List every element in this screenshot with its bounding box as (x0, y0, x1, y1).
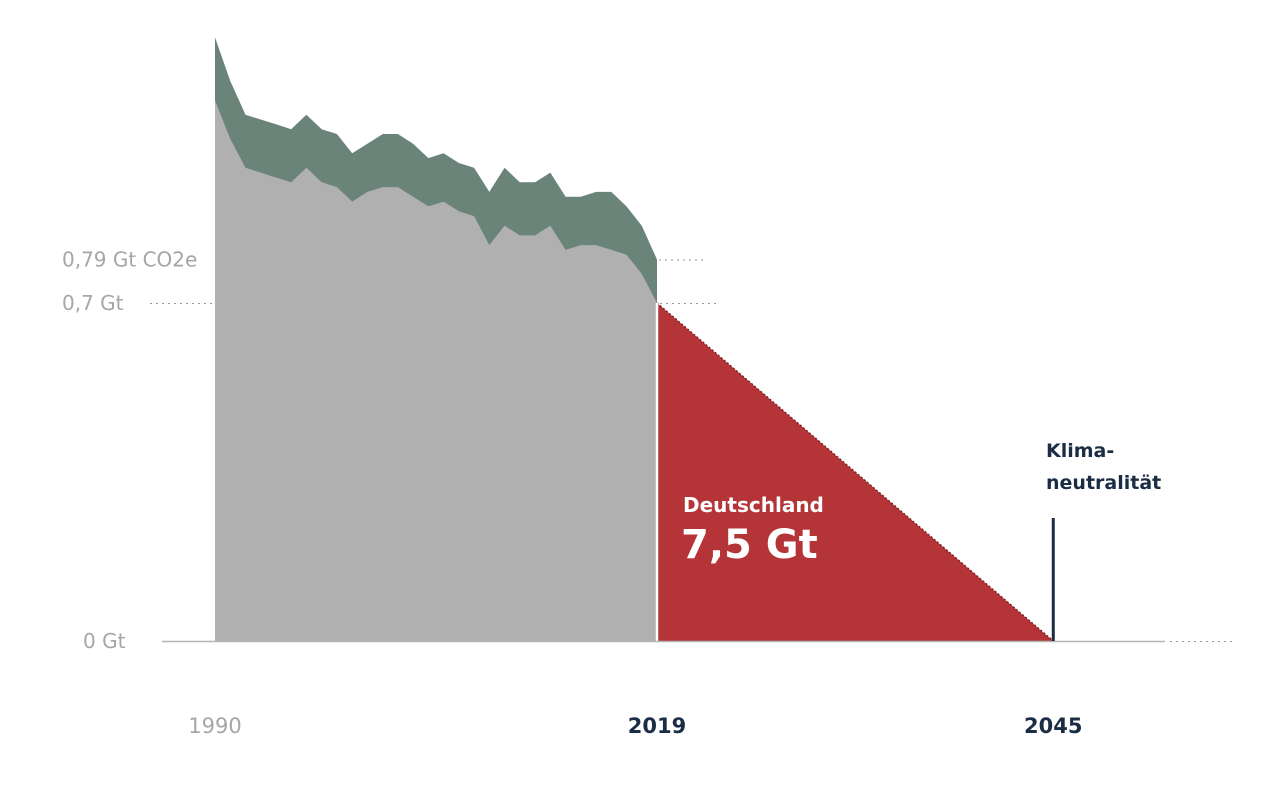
budget-value-label: 7,5 Gt (681, 522, 818, 568)
annotations: Deutschland 7,5 Gt Klima- neutralität (681, 440, 1161, 568)
target-label-line1: Klima- (1046, 440, 1114, 462)
y-tick-label-0-7: 0,7 Gt (62, 291, 124, 315)
area-series (215, 37, 1054, 642)
y-tick-label-0: 0 Gt (83, 629, 126, 653)
x-tick-label-2045: 2045 (1024, 714, 1082, 738)
budget-slope-line (656, 302, 1054, 642)
y-tick-label-0-79: 0,79 Gt CO2e (62, 248, 197, 272)
x-axis (162, 518, 1165, 643)
x-tick-labels: 1990 2019 2045 (188, 714, 1082, 738)
area-historical (215, 100, 657, 641)
x-tick-label-1990: 1990 (188, 714, 241, 738)
y-tick-labels: 0 Gt 0,7 Gt 0,79 Gt CO2e (62, 248, 197, 653)
x-tick-label-2019: 2019 (628, 714, 686, 738)
target-label-line2: neutralität (1046, 472, 1161, 494)
budget-name-label: Deutschland (683, 493, 824, 517)
